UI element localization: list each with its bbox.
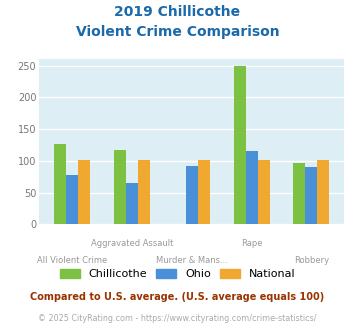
Bar [54, 144, 66, 224]
Bar [294, 163, 305, 224]
Bar [317, 160, 329, 224]
Bar [186, 166, 198, 224]
Text: © 2025 CityRating.com - https://www.cityrating.com/crime-statistics/: © 2025 CityRating.com - https://www.city… [38, 314, 317, 323]
Text: Violent Crime Comparison: Violent Crime Comparison [76, 25, 279, 39]
Bar [78, 160, 90, 224]
Bar [257, 160, 269, 224]
Bar [138, 160, 150, 224]
Bar [126, 182, 138, 224]
Text: 2019 Chillicothe: 2019 Chillicothe [114, 5, 241, 19]
Legend: Chillicothe, Ohio, National: Chillicothe, Ohio, National [55, 265, 300, 284]
Text: All Violent Crime: All Violent Crime [37, 256, 107, 265]
Bar [66, 175, 78, 224]
Bar [234, 66, 246, 224]
Bar [114, 150, 126, 224]
Bar [305, 167, 317, 224]
Text: Murder & Mans...: Murder & Mans... [156, 256, 228, 265]
Text: Robbery: Robbery [294, 256, 329, 265]
Bar [246, 151, 257, 224]
Text: Rape: Rape [241, 239, 262, 248]
Bar [198, 160, 210, 224]
Text: Aggravated Assault: Aggravated Assault [91, 239, 173, 248]
Text: Compared to U.S. average. (U.S. average equals 100): Compared to U.S. average. (U.S. average … [31, 292, 324, 302]
